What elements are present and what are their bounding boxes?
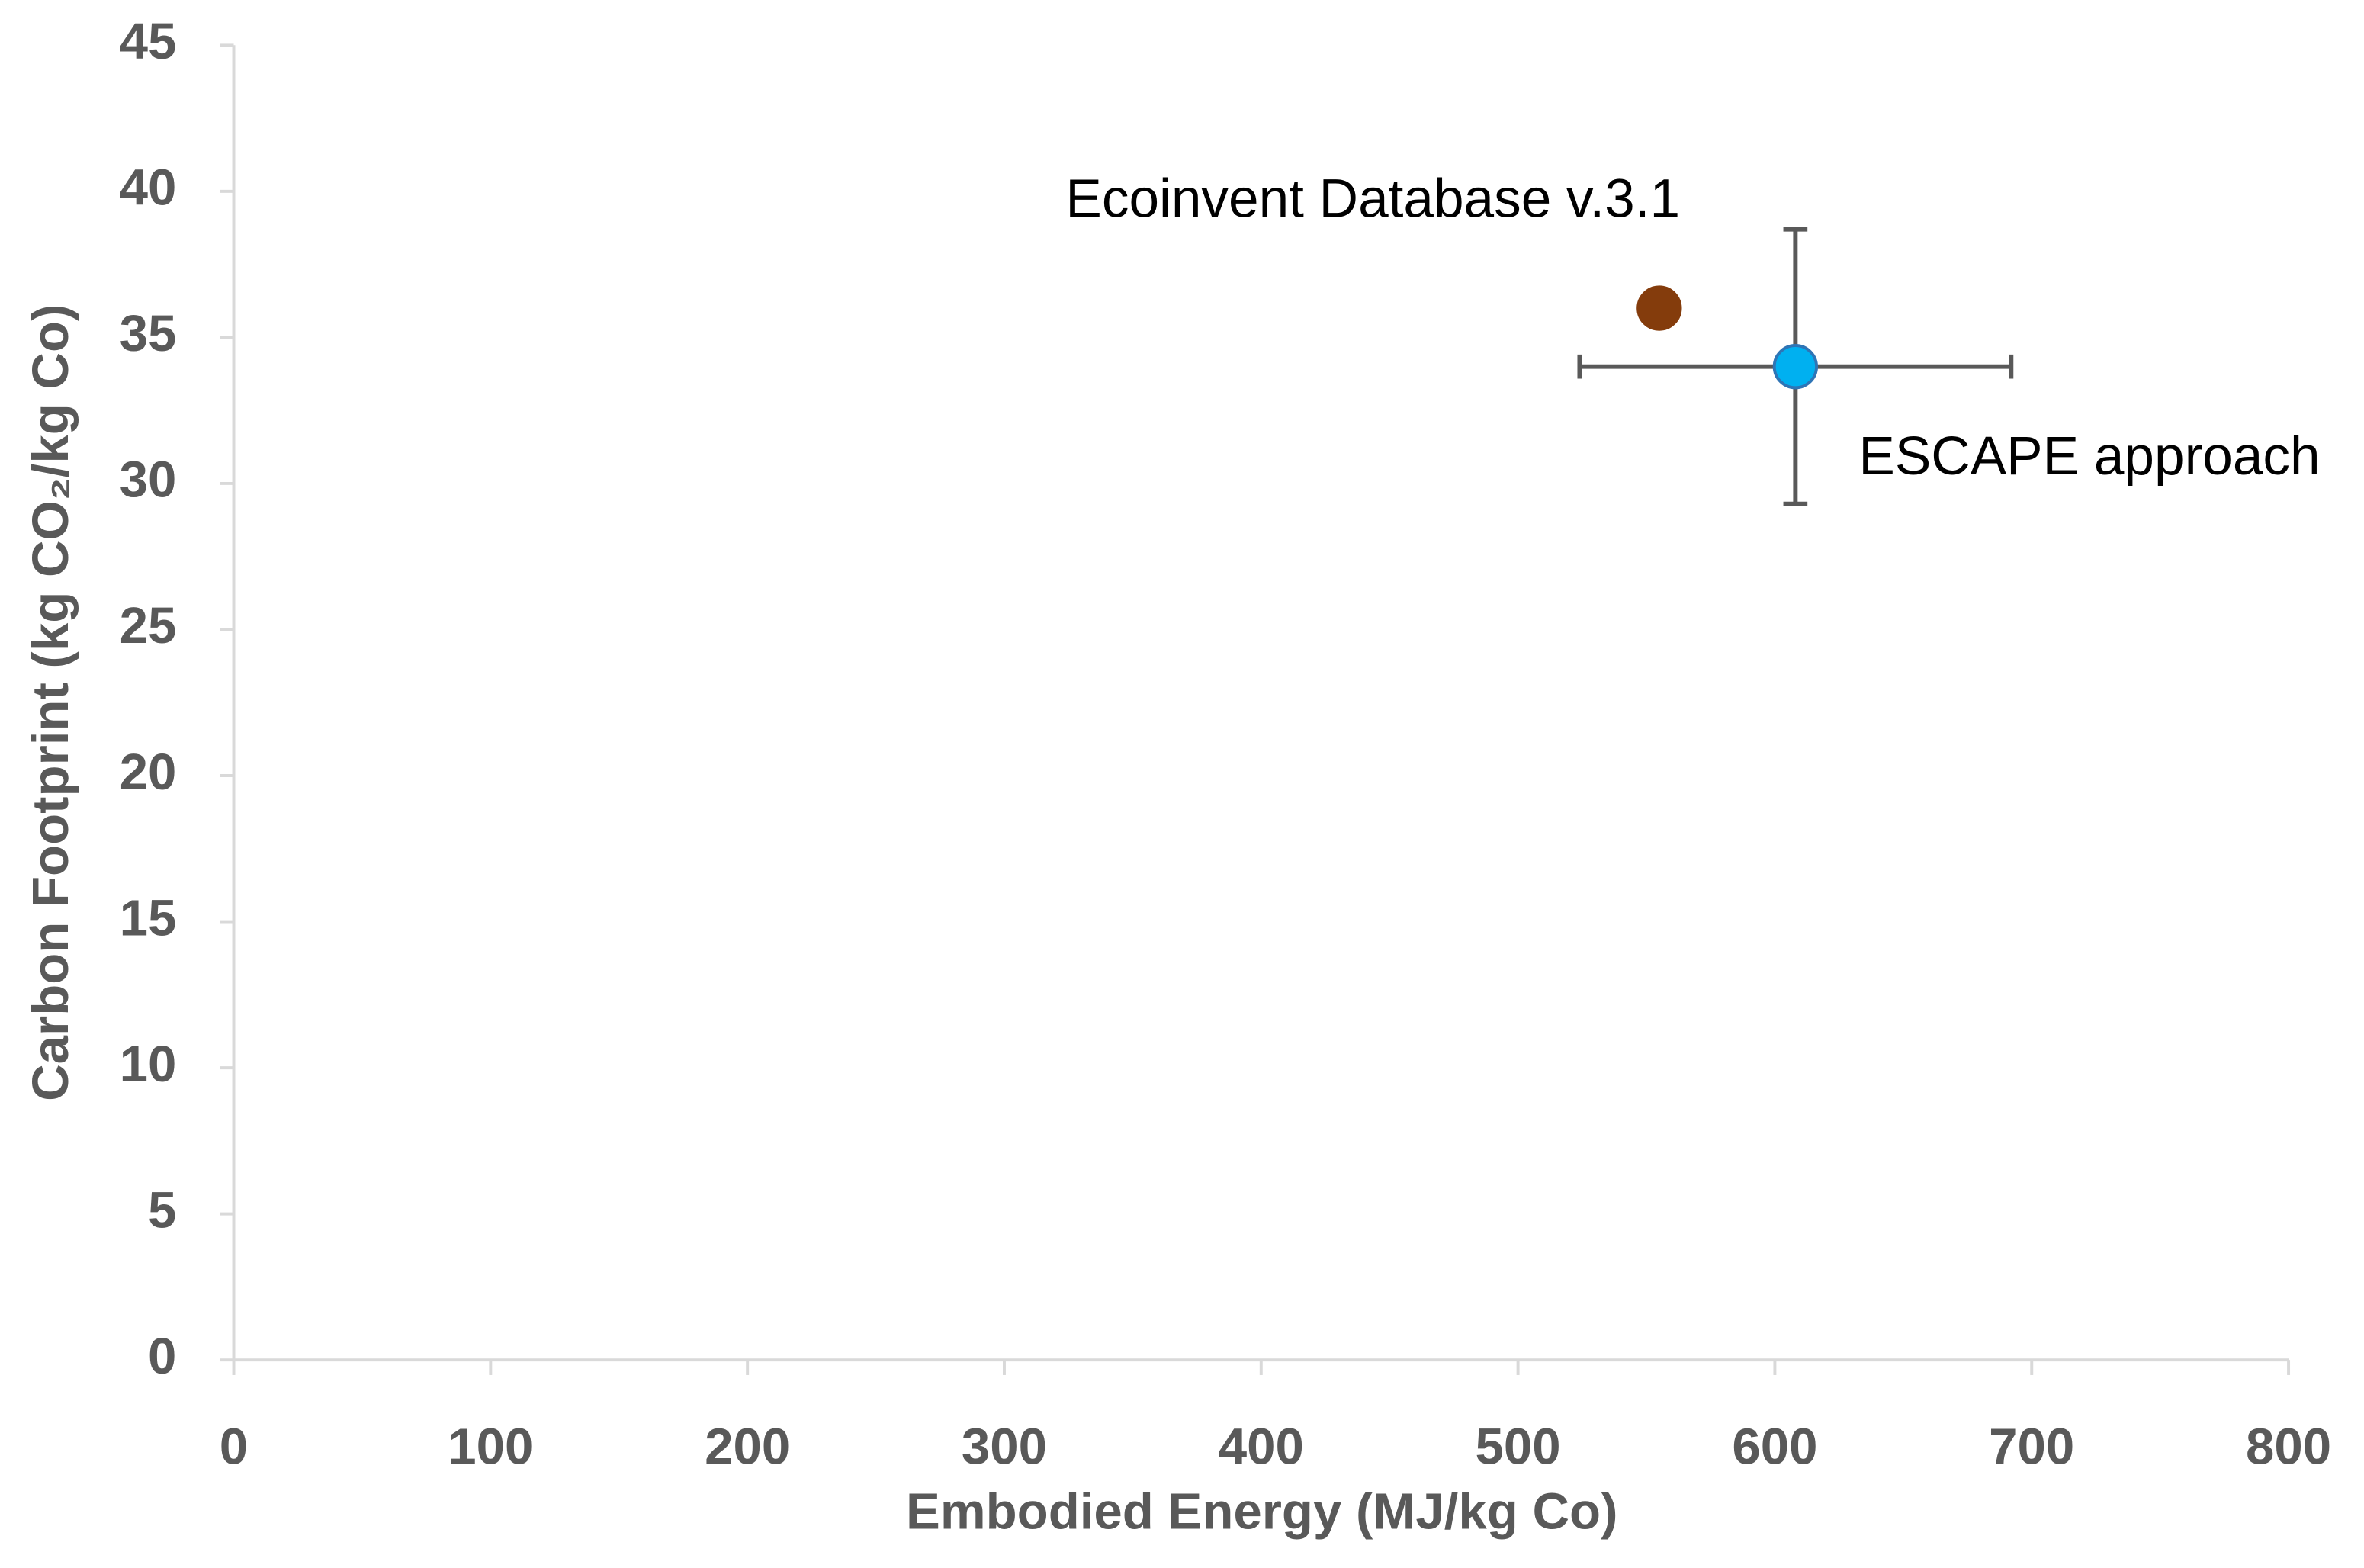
y-tick-label: 20: [120, 744, 177, 801]
y-tick-label: 15: [120, 889, 177, 946]
x-tick-label: 0: [220, 1419, 248, 1476]
point-label: Ecoinvent Database v.3.1: [1065, 169, 1680, 229]
y-tick-label: 45: [120, 13, 177, 70]
y-tick-label: 25: [120, 597, 177, 654]
x-axis-title: Embodied Energy (MJ/kg Co): [906, 1483, 1617, 1541]
x-tick-label: 600: [1732, 1419, 1817, 1476]
x-tick-label: 100: [448, 1419, 533, 1476]
x-tick-label: 800: [2246, 1419, 2331, 1476]
x-tick-label: 700: [1989, 1419, 2074, 1476]
y-tick-label: 40: [120, 159, 177, 217]
x-tick-label: 200: [705, 1419, 790, 1476]
y-tick-label: 5: [148, 1181, 176, 1239]
x-tick-label: 500: [1476, 1419, 1561, 1476]
point-label: ESCAPE approach: [1858, 426, 2320, 487]
y-tick-label: 30: [120, 451, 177, 509]
y-tick-label: 35: [120, 305, 177, 362]
point: [1636, 285, 1682, 331]
x-tick-label: 400: [1219, 1419, 1304, 1476]
y-tick-label: 0: [148, 1328, 176, 1385]
point: [1772, 344, 1819, 390]
y-axis-title: Carbon Footprint (kg CO₂/kg Co): [22, 304, 79, 1101]
x-tick-label: 300: [962, 1419, 1047, 1476]
y-tick-label: 10: [120, 1036, 177, 1093]
